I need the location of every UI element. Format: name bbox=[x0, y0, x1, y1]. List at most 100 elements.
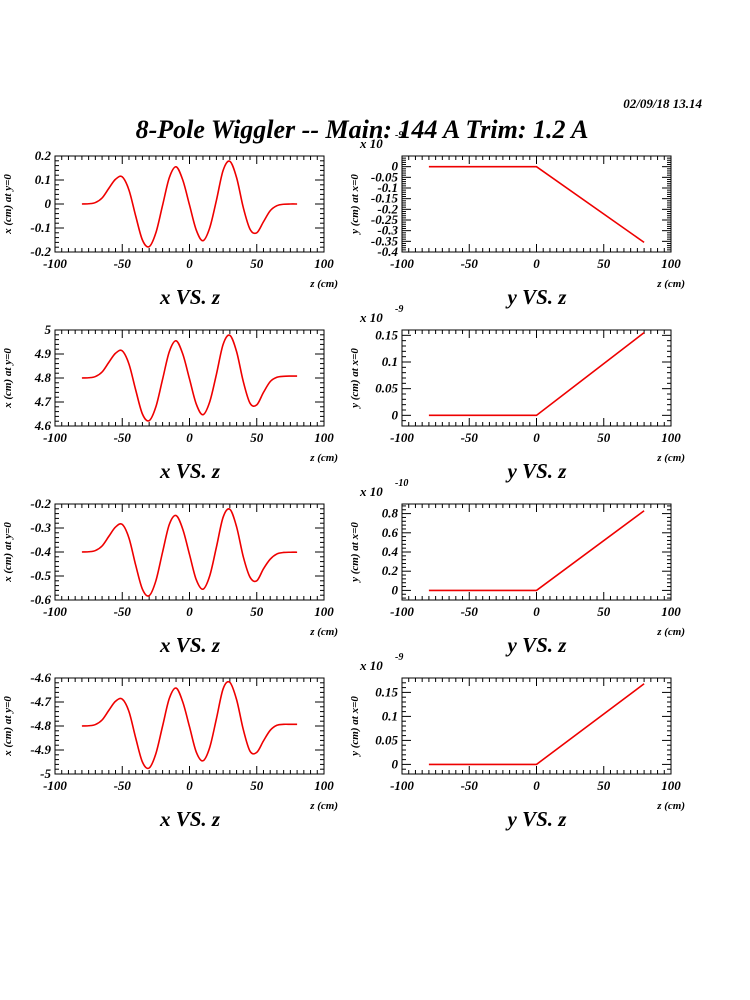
y-multiplier: x 10 bbox=[359, 658, 383, 673]
x-tick-label: -100 bbox=[390, 604, 414, 619]
y-axis-label: y (cm) at x=0 bbox=[349, 696, 361, 758]
plot-frame bbox=[401, 329, 672, 427]
y-tick-label: 0.05 bbox=[375, 381, 398, 396]
x-tick-label: 50 bbox=[250, 256, 264, 271]
plot-frame bbox=[401, 155, 672, 253]
x-tick-label: -100 bbox=[43, 604, 67, 619]
series-line-1 bbox=[81, 334, 298, 422]
y-axis-label: x (cm) at y=0 bbox=[2, 522, 14, 583]
x-axis-label: z (cm) bbox=[309, 452, 338, 464]
y-tick-label: -0.25 bbox=[371, 212, 399, 227]
y-tick-label: -0.35 bbox=[371, 233, 399, 248]
x-tick-label: 50 bbox=[250, 778, 264, 793]
x-tick-label: -100 bbox=[390, 256, 414, 271]
y-tick-label: 4.6 bbox=[34, 418, 52, 433]
x-tick-label: 100 bbox=[314, 256, 334, 271]
x-tick-label: -50 bbox=[461, 604, 479, 619]
x-tick-label: -50 bbox=[461, 430, 479, 445]
y-tick-label: 4.8 bbox=[34, 370, 52, 385]
x-tick-label: 100 bbox=[661, 778, 681, 793]
y-axis-label: y (cm) at x=0 bbox=[349, 174, 361, 236]
y-axis-label: x (cm) at y=0 bbox=[2, 348, 14, 409]
x-tick-label: -100 bbox=[43, 778, 67, 793]
y-tick-label: -0.3 bbox=[30, 520, 51, 535]
x-tick-label: 0 bbox=[533, 256, 540, 271]
chart-title: x VS. z bbox=[159, 807, 221, 831]
y-tick-label: 4.7 bbox=[34, 394, 52, 409]
x-tick-label: 50 bbox=[597, 256, 611, 271]
y-tick-label: -0.1 bbox=[30, 220, 51, 235]
x-tick-label: 100 bbox=[661, 604, 681, 619]
x-axis-label: z (cm) bbox=[309, 800, 338, 812]
y-tick-label: -4.9 bbox=[30, 742, 51, 757]
x-tick-label: 50 bbox=[250, 430, 264, 445]
x-tick-label: 0 bbox=[186, 256, 193, 271]
y-multiplier-exponent: -9 bbox=[395, 130, 403, 141]
y-multiplier-exponent: -9 bbox=[395, 304, 403, 315]
chart-title: y VS. z bbox=[505, 285, 568, 309]
y-multiplier: x 10 bbox=[359, 310, 383, 325]
x-axis-label: z (cm) bbox=[656, 626, 685, 638]
y-axis-label: y (cm) at x=0 bbox=[349, 348, 361, 410]
x-tick-label: 0 bbox=[186, 604, 193, 619]
y-tick-label: -0.5 bbox=[30, 568, 51, 583]
x-tick-label: 0 bbox=[533, 430, 540, 445]
chart-panel-3: -100 -50 0 50 100 4.6 4.7 4.8 4.9 5 z (cm) x (cm) a… bbox=[2, 322, 338, 483]
series-line-1 bbox=[428, 165, 645, 244]
y-tick-label: 0.1 bbox=[35, 172, 51, 187]
x-tick-label: -50 bbox=[461, 256, 479, 271]
y-axis-label: x (cm) at y=0 bbox=[2, 174, 14, 235]
y-axis-label: y (cm) at x=0 bbox=[349, 522, 361, 584]
chart-panel-1: -100 -50 0 50 100 -0.2 -0.1 0 0.1 0.2 z (cm) x (cm)… bbox=[2, 148, 338, 309]
x-tick-label: 100 bbox=[314, 604, 334, 619]
series-line-1 bbox=[81, 160, 298, 248]
chart-title: x VS. z bbox=[159, 459, 221, 483]
x-axis-label: z (cm) bbox=[656, 800, 685, 812]
y-tick-label: 5 bbox=[45, 322, 52, 337]
y-tick-label: 0.8 bbox=[382, 506, 399, 521]
y-tick-label: -0.3 bbox=[377, 223, 398, 238]
y-tick-label: -0.1 bbox=[377, 180, 398, 195]
series-line-1 bbox=[428, 683, 645, 766]
y-tick-label: 0.4 bbox=[382, 544, 399, 559]
y-tick-label: -0.4 bbox=[30, 544, 51, 559]
y-tick-label: 0 bbox=[392, 407, 399, 422]
x-tick-label: 0 bbox=[186, 778, 193, 793]
y-tick-label: 0.05 bbox=[375, 732, 398, 747]
x-tick-label: 50 bbox=[250, 604, 264, 619]
x-tick-label: 50 bbox=[597, 604, 611, 619]
series-line-1 bbox=[428, 332, 645, 417]
plot-frame bbox=[401, 503, 672, 601]
y-tick-label: 0.6 bbox=[382, 525, 399, 540]
x-tick-label: -50 bbox=[114, 256, 132, 271]
chart-panel-4: -100 -50 0 50 100 0 0.05 0.1 0.15 z (cm) y (cm) at… bbox=[349, 304, 685, 483]
x-tick-label: -100 bbox=[390, 778, 414, 793]
y-tick-label: 0.2 bbox=[382, 563, 399, 578]
y-tick-label: 0 bbox=[392, 756, 399, 771]
y-multiplier: x 10 bbox=[359, 136, 383, 151]
timestamp: 02/09/18 13.14 bbox=[623, 96, 702, 111]
x-axis-label: z (cm) bbox=[656, 278, 685, 290]
y-tick-label: 0.15 bbox=[375, 684, 398, 699]
x-tick-label: -50 bbox=[461, 778, 479, 793]
chart-title: y VS. z bbox=[505, 633, 568, 657]
y-tick-label: -0.2 bbox=[30, 244, 51, 259]
y-tick-label: 0.1 bbox=[382, 708, 398, 723]
x-tick-label: 0 bbox=[186, 430, 193, 445]
x-tick-label: 50 bbox=[597, 778, 611, 793]
x-tick-label: 0 bbox=[533, 604, 540, 619]
x-tick-label: -100 bbox=[390, 430, 414, 445]
x-tick-label: -50 bbox=[114, 604, 132, 619]
x-axis-label: z (cm) bbox=[309, 626, 338, 638]
chart-panel-2: -100 -50 0 50 100 -0.4-0.35-0.3-0.25-0.2-0.15… bbox=[349, 130, 685, 309]
x-tick-label: 100 bbox=[314, 430, 334, 445]
series-line-1 bbox=[428, 510, 645, 592]
y-multiplier-exponent: -9 bbox=[395, 652, 403, 663]
chart-title: x VS. z bbox=[159, 285, 221, 309]
plot-frame bbox=[401, 677, 672, 775]
figure-title: 8-Pole Wiggler -- Main: 144 A Trim: 1.2 … bbox=[136, 115, 589, 144]
x-axis-label: z (cm) bbox=[309, 278, 338, 290]
x-tick-label: -100 bbox=[43, 256, 67, 271]
chart-title: x VS. z bbox=[159, 633, 221, 657]
